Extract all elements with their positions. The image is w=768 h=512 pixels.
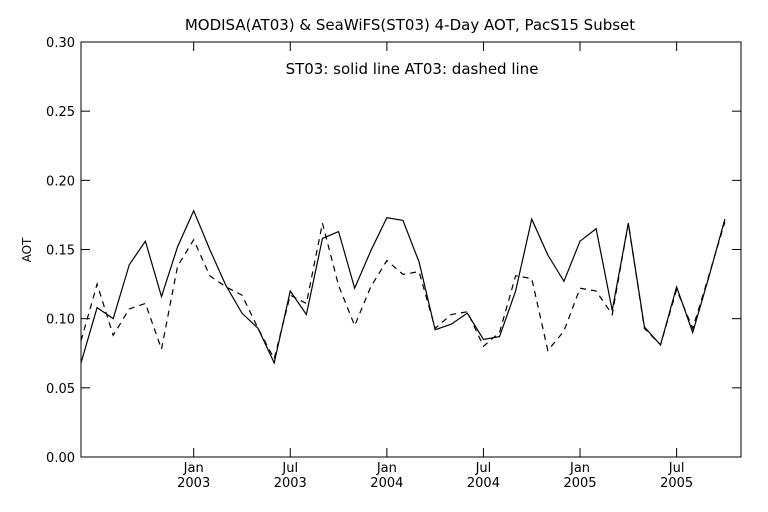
x-tick-month-label: Jan — [376, 461, 397, 476]
y-tick-label: 0.20 — [46, 174, 75, 189]
chart-title: MODISA(AT03) & SeaWiFS(ST03) 4-Day AOT, … — [185, 16, 635, 34]
y-tick-label: 0.05 — [46, 382, 75, 397]
x-tick-year-label: 2003 — [177, 476, 210, 491]
y-tick-label: 0.30 — [46, 36, 75, 51]
x-tick-month-label: Jul — [475, 461, 492, 476]
series-line-st03 — [80, 209, 726, 365]
x-tick-month-label: Jan — [569, 461, 590, 476]
x-tick-month-label: Jul — [281, 461, 298, 476]
plot-area-frame — [80, 41, 742, 458]
x-tick-year-label: 2004 — [370, 476, 403, 491]
x-tick-month-label: Jan — [183, 461, 204, 476]
x-tick-month-label: Jul — [668, 461, 685, 476]
x-tick-year-label: 2005 — [563, 476, 596, 491]
x-tick-year-label: 2003 — [274, 476, 307, 491]
y-tick-label: 0.25 — [46, 105, 75, 120]
series-line-at03 — [80, 221, 726, 361]
y-axis-label: AOT — [20, 237, 34, 262]
x-tick-year-label: 2004 — [467, 476, 500, 491]
y-tick-label: 0.00 — [46, 451, 75, 466]
chart-annotation: ST03: solid line AT03: dashed line — [286, 60, 539, 78]
x-tick-year-label: 2005 — [660, 476, 693, 491]
y-tick-label: 0.15 — [46, 244, 75, 259]
y-tick-label: 0.10 — [46, 313, 75, 328]
